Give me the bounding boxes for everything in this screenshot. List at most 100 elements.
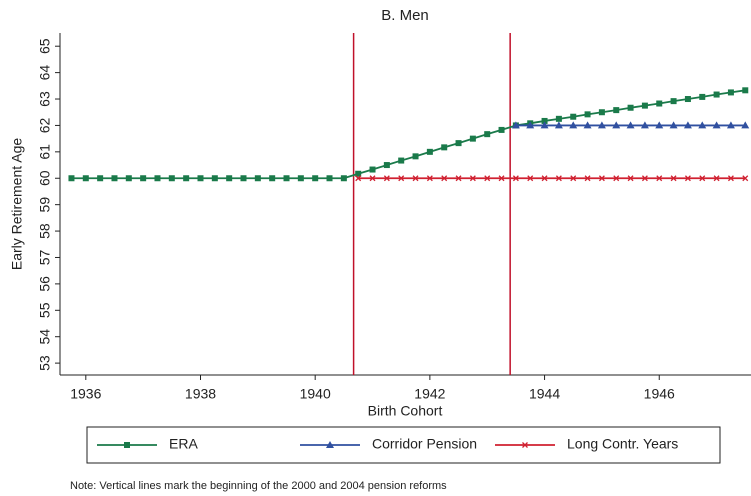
marker <box>498 175 505 182</box>
marker <box>656 175 663 182</box>
marker <box>283 175 290 182</box>
marker <box>727 89 734 96</box>
x-tick-label: 1936 <box>70 386 101 402</box>
marker <box>412 153 419 160</box>
marker <box>398 157 405 164</box>
note: Note: Vertical lines mark the beginning … <box>70 480 447 492</box>
marker <box>569 121 578 129</box>
marker <box>670 175 677 182</box>
legend-label: Long Contr. Years <box>567 436 678 452</box>
y-tick-label: 57 <box>37 249 53 265</box>
marker <box>426 148 433 155</box>
marker <box>68 175 75 182</box>
marker <box>555 175 562 182</box>
marker <box>669 121 678 129</box>
marker <box>541 117 548 124</box>
marker <box>124 442 130 448</box>
marker <box>540 121 549 129</box>
y-tick-label: 62 <box>37 117 53 133</box>
y-tick-label: 55 <box>37 302 53 318</box>
marker <box>484 131 491 138</box>
marker <box>82 175 89 182</box>
marker <box>726 121 735 129</box>
marker <box>355 175 362 182</box>
marker <box>469 175 476 182</box>
marker <box>570 113 577 120</box>
marker <box>541 175 548 182</box>
marker <box>369 166 376 173</box>
marker <box>713 175 720 182</box>
x-tick-label: 1946 <box>644 386 675 402</box>
x-tick-label: 1944 <box>529 386 560 402</box>
marker <box>522 442 528 448</box>
marker <box>584 111 591 118</box>
marker <box>369 175 376 182</box>
marker <box>97 175 104 182</box>
marker <box>613 107 620 114</box>
marker <box>627 104 634 111</box>
marker <box>297 175 304 182</box>
marker <box>526 121 535 129</box>
marker <box>441 175 448 182</box>
marker <box>712 121 721 129</box>
y-tick-label: 60 <box>37 170 53 186</box>
chart-title: B. Men <box>381 7 429 24</box>
marker <box>598 109 605 116</box>
marker <box>655 121 664 129</box>
marker <box>254 175 261 182</box>
marker <box>154 175 161 182</box>
marker <box>613 175 620 182</box>
marker <box>383 175 390 182</box>
marker <box>269 175 276 182</box>
legend-label: Corridor Pension <box>372 436 477 452</box>
marker <box>469 135 476 142</box>
marker <box>656 100 663 107</box>
marker <box>598 175 605 182</box>
marker <box>742 175 749 182</box>
legend-label: ERA <box>169 436 198 452</box>
y-tick-label: 53 <box>37 355 53 371</box>
marker <box>742 87 749 94</box>
marker <box>426 175 433 182</box>
marker <box>383 162 390 169</box>
y-tick-label: 58 <box>37 223 53 239</box>
marker <box>197 175 204 182</box>
y-tick-label: 65 <box>37 38 53 54</box>
marker <box>326 441 334 448</box>
y-axis-title: Early Retirement Age <box>9 138 25 270</box>
marker <box>554 121 563 129</box>
y-tick-label: 64 <box>37 65 53 81</box>
marker <box>583 121 592 129</box>
marker <box>484 175 491 182</box>
marker <box>226 175 233 182</box>
marker <box>684 175 691 182</box>
marker <box>698 121 707 129</box>
legend-box <box>86 426 721 464</box>
marker <box>455 140 462 147</box>
marker <box>570 175 577 182</box>
marker <box>240 175 247 182</box>
marker <box>699 93 706 100</box>
marker <box>683 121 692 129</box>
x-tick-label: 1940 <box>300 386 331 402</box>
marker <box>211 175 218 182</box>
marker <box>455 175 462 182</box>
marker <box>312 175 319 182</box>
marker <box>641 102 648 109</box>
marker <box>168 175 175 182</box>
marker <box>398 175 405 182</box>
marker <box>111 175 118 182</box>
marker <box>512 175 519 182</box>
marker <box>597 121 606 129</box>
marker <box>584 175 591 182</box>
marker <box>713 91 720 98</box>
marker <box>684 96 691 103</box>
marker <box>183 175 190 182</box>
y-tick-label: 63 <box>37 91 53 107</box>
marker <box>326 175 333 182</box>
marker <box>626 121 635 129</box>
marker <box>340 175 347 182</box>
marker <box>741 121 750 129</box>
marker <box>555 115 562 122</box>
